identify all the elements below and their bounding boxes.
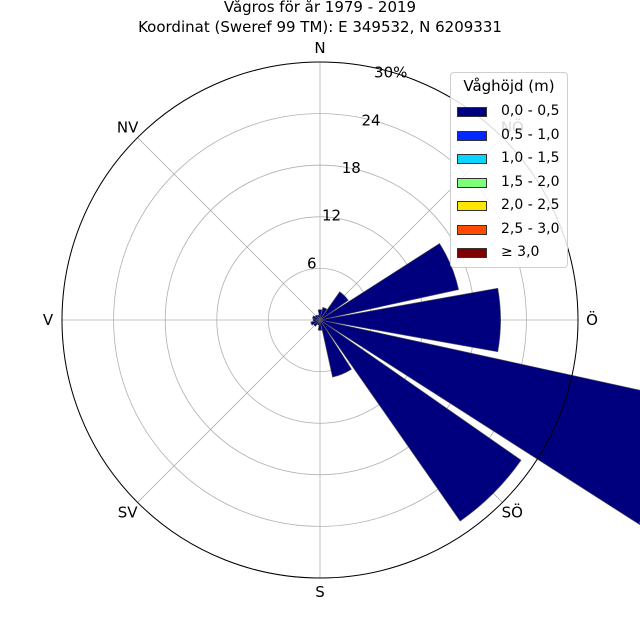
grid-spoke xyxy=(137,319,321,503)
compass-label-SÖ: SÖ xyxy=(502,502,523,521)
chart-subtitle: Koordinat (Sweref 99 TM): E 349532, N 62… xyxy=(138,18,502,36)
radial-tick-label: 30% xyxy=(374,64,407,82)
legend-swatch xyxy=(457,107,487,117)
legend-label: 1,5 - 2,0 xyxy=(501,173,560,190)
rose-bars xyxy=(310,243,640,526)
compass-label-NV: NV xyxy=(117,119,139,137)
legend-swatch xyxy=(457,224,487,235)
compass-label-V: V xyxy=(43,311,54,329)
radial-tick-label: 24 xyxy=(361,111,380,129)
rose-bar-SSÖ-1 xyxy=(319,319,352,378)
rose-bar-ÖSÖ-1 xyxy=(319,319,640,525)
radial-tick-label: 6 xyxy=(307,254,317,272)
legend: Våghöjd (m) 0,0 - 0,5 0,5 - 1,0 1,0 - 1,5 1… xyxy=(450,72,568,268)
legend-swatch xyxy=(457,177,487,188)
rose-bar-NÖ-1 xyxy=(319,291,349,321)
compass-label-Ö: Ö xyxy=(586,310,598,329)
compass-label-SV: SV xyxy=(118,503,139,521)
compass-label-S: S xyxy=(315,583,325,601)
radial-tick-label: 12 xyxy=(322,207,341,225)
legend-title: Våghöjd (m) xyxy=(463,77,555,95)
grid-spoke xyxy=(137,137,321,321)
compass-labels: NNÖÖSÖSSVVNV xyxy=(43,39,598,601)
rose-bar-SÖ-1 xyxy=(319,319,522,522)
legend-swatch xyxy=(457,248,487,258)
legend-label: 0,0 - 0,5 xyxy=(501,103,560,119)
rose-bar-NV-1 xyxy=(314,314,321,321)
legend-label: ≥ 3,0 xyxy=(501,244,540,260)
legend-swatch xyxy=(457,154,487,164)
rose-bar-S-1 xyxy=(317,319,323,331)
rose-bar-Ö-1 xyxy=(319,287,501,353)
rose-bar-NNV-1 xyxy=(316,314,321,321)
legend-label: 0,5 - 1,0 xyxy=(501,126,560,143)
rose-bar-N-1 xyxy=(317,309,323,321)
compass-label-N: N xyxy=(314,39,325,57)
legend-label: 2,5 - 3,0 xyxy=(501,220,560,237)
legend-label: 2,0 - 2,5 xyxy=(501,197,560,213)
rose-bar-NNÖ-1 xyxy=(319,307,328,321)
rose-bar-VSV-1 xyxy=(310,319,321,326)
outer-circle xyxy=(61,61,579,579)
legend-swatch xyxy=(457,201,487,211)
legend-label: 1,0 - 1,5 xyxy=(501,150,560,166)
radial-tick-labels: 6 12 18 24 30% xyxy=(307,64,407,273)
chart-title: Vågros för år 1979 - 2019 xyxy=(223,0,417,16)
radial-tick-label: 18 xyxy=(342,159,361,177)
legend-swatch xyxy=(457,130,487,141)
rose-bar-SV-1 xyxy=(313,319,321,327)
